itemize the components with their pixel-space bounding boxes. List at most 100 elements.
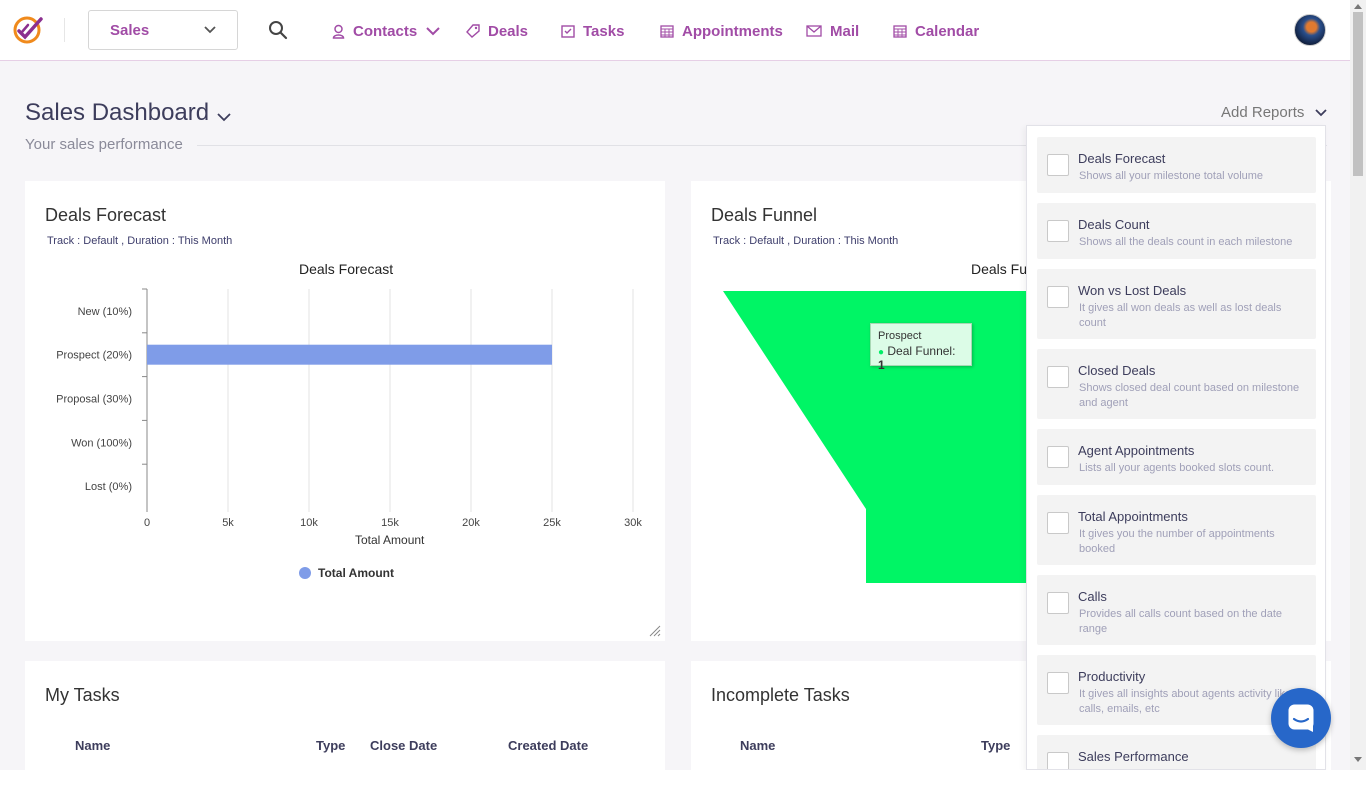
add-reports-button[interactable]: Add Reports	[1221, 104, 1328, 121]
column-header-name[interactable]: Name	[740, 738, 776, 753]
nav-deals[interactable]: Deals	[466, 20, 528, 42]
app-logo[interactable]	[12, 13, 44, 45]
x-tick-label: 5k	[222, 517, 234, 529]
nav-calendar-label: Calendar	[915, 22, 980, 40]
page-title: Sales Dashboard	[25, 99, 210, 126]
card-title: Deals Forecast	[45, 205, 167, 225]
calendar-icon	[893, 25, 907, 38]
page-scrollbar[interactable]	[1350, 0, 1366, 770]
chart-title: Deals Forecast	[299, 261, 394, 277]
column-header-type[interactable]: Type	[981, 738, 1011, 753]
card-meta: Track : Default , Duration : This Month	[713, 235, 899, 247]
x-tick-label: 30k	[624, 517, 642, 529]
task-icon	[561, 25, 575, 38]
report-name: Deals Forecast	[1078, 151, 1166, 166]
nav-divider	[64, 18, 65, 42]
nav-tasks[interactable]: Tasks	[561, 20, 624, 42]
card-meta: Track : Default , Duration : This Month	[47, 235, 233, 247]
report-option[interactable]: Deals Count Shows all the deals count in …	[1037, 203, 1316, 259]
report-name: Total Appointments	[1078, 509, 1188, 524]
funnel-tooltip: Prospect ● Deal Funnel: 1	[870, 323, 972, 372]
my-tasks-card: My Tasks Name Type Close Date Created Da…	[25, 661, 665, 781]
report-checkbox[interactable]	[1047, 512, 1069, 534]
nav-contacts-label: Contacts	[353, 22, 418, 40]
column-header-created-date[interactable]: Created Date	[508, 738, 589, 753]
card-title: My Tasks	[45, 685, 120, 705]
report-option[interactable]: Calls Provides all calls count based on t…	[1037, 575, 1316, 645]
report-checkbox[interactable]	[1047, 672, 1069, 694]
nav-contacts[interactable]: Contacts	[332, 20, 441, 42]
envelope-icon	[806, 25, 822, 37]
search-icon[interactable]	[268, 20, 288, 40]
report-description: Shows closed deal count based on milesto…	[1079, 382, 1300, 409]
report-name: Won vs Lost Deals	[1078, 283, 1187, 298]
scroll-down-arrow-icon[interactable]	[1354, 757, 1362, 762]
nav-calendar[interactable]: Calendar	[893, 20, 979, 42]
bottom-strip	[0, 770, 1366, 794]
report-option[interactable]: Deals Forecast Shows all your milestone t…	[1037, 137, 1316, 193]
report-description: Shows all your milestone total volume	[1079, 170, 1264, 182]
x-tick-label: 25k	[543, 517, 561, 529]
report-checkbox[interactable]	[1047, 752, 1069, 769]
x-axis-title: Total Amount	[355, 533, 425, 547]
nav-appointments-label: Appointments	[682, 22, 783, 40]
user-icon	[332, 24, 345, 39]
tooltip-stage: Prospect	[878, 330, 922, 342]
legend-dot	[299, 567, 311, 579]
report-description: Shows all the deals count in each milest…	[1079, 236, 1293, 248]
page-subtitle: Your sales performance	[25, 136, 183, 153]
report-name: Sales Performance	[1078, 749, 1189, 764]
report-name: Deals Count	[1078, 217, 1150, 232]
report-option[interactable]: Agent Appointments Lists all your agents …	[1037, 429, 1316, 485]
report-option[interactable]: Total Appointments It gives you the numbe…	[1037, 495, 1316, 565]
report-name: Agent Appointments	[1078, 443, 1195, 458]
column-header-type[interactable]: Type	[316, 738, 346, 753]
chart-legend[interactable]: Total Amount	[299, 566, 394, 580]
add-reports-dropdown: Deals Forecast Shows all your milestone t…	[1026, 125, 1326, 770]
report-description: It gives all insights about agents activ…	[1079, 688, 1292, 715]
tooltip-label: Deal Funnel:	[887, 344, 956, 358]
report-name: Calls	[1078, 589, 1107, 604]
column-header-close-date[interactable]: Close Date	[370, 738, 438, 753]
report-description: Provides all calls count based on the da…	[1079, 608, 1283, 635]
scroll-thumb[interactable]	[1353, 12, 1363, 176]
resize-handle-icon[interactable]	[647, 623, 661, 637]
report-checkbox[interactable]	[1047, 220, 1069, 242]
x-tick-label: 20k	[462, 517, 480, 529]
report-checkbox[interactable]	[1047, 366, 1069, 388]
x-tick-label: 10k	[300, 517, 318, 529]
deals-forecast-card: Deals Forecast Track : Default , Duratio…	[25, 181, 665, 641]
chart-bar[interactable]	[147, 344, 552, 365]
nav-mail[interactable]: Mail	[806, 20, 859, 42]
deals-forecast-chart: 0 5k 10k 15k 20k 25k 30k New (10%) Prospect (20%…	[56, 288, 642, 529]
tooltip-value-line: ● Deal Funnel: 1	[878, 344, 964, 372]
module-select-value: Sales	[110, 22, 150, 39]
y-tick-label: Proposal (30%)	[56, 394, 132, 406]
chevron-down-icon	[1315, 108, 1328, 116]
chat-launcher-button[interactable]	[1271, 688, 1331, 748]
report-checkbox[interactable]	[1047, 154, 1069, 176]
y-tick-label: Prospect (20%)	[56, 350, 132, 362]
x-tick-label: 15k	[381, 517, 399, 529]
dashboard-switch-chevron-icon[interactable]	[216, 112, 232, 122]
y-tick-label: Won (100%)	[71, 437, 132, 449]
x-tick-label: 0	[144, 517, 150, 529]
report-option[interactable]: Closed Deals Shows closed deal count base…	[1037, 349, 1316, 419]
scroll-up-arrow-icon[interactable]	[1354, 4, 1362, 9]
report-checkbox[interactable]	[1047, 286, 1069, 308]
report-option[interactable]: Sales Performance	[1037, 735, 1316, 769]
nav-mail-label: Mail	[830, 22, 860, 40]
header-divider	[197, 145, 1327, 146]
legend-label: Total Amount	[318, 566, 394, 580]
module-select[interactable]: Sales	[88, 10, 238, 50]
nav-appointments[interactable]: Appointments	[660, 20, 783, 42]
report-checkbox[interactable]	[1047, 592, 1069, 614]
report-option[interactable]: Won vs Lost Deals It gives all won deals …	[1037, 269, 1316, 339]
avatar[interactable]	[1294, 14, 1326, 46]
report-option[interactable]: Productivity It gives all insights about …	[1037, 655, 1316, 725]
report-checkbox[interactable]	[1047, 446, 1069, 468]
y-tick-label: Lost (0%)	[85, 481, 132, 493]
column-header-name[interactable]: Name	[75, 738, 111, 753]
tooltip-value: 1	[878, 358, 885, 372]
tooltip-dot-icon: ●	[878, 347, 885, 358]
